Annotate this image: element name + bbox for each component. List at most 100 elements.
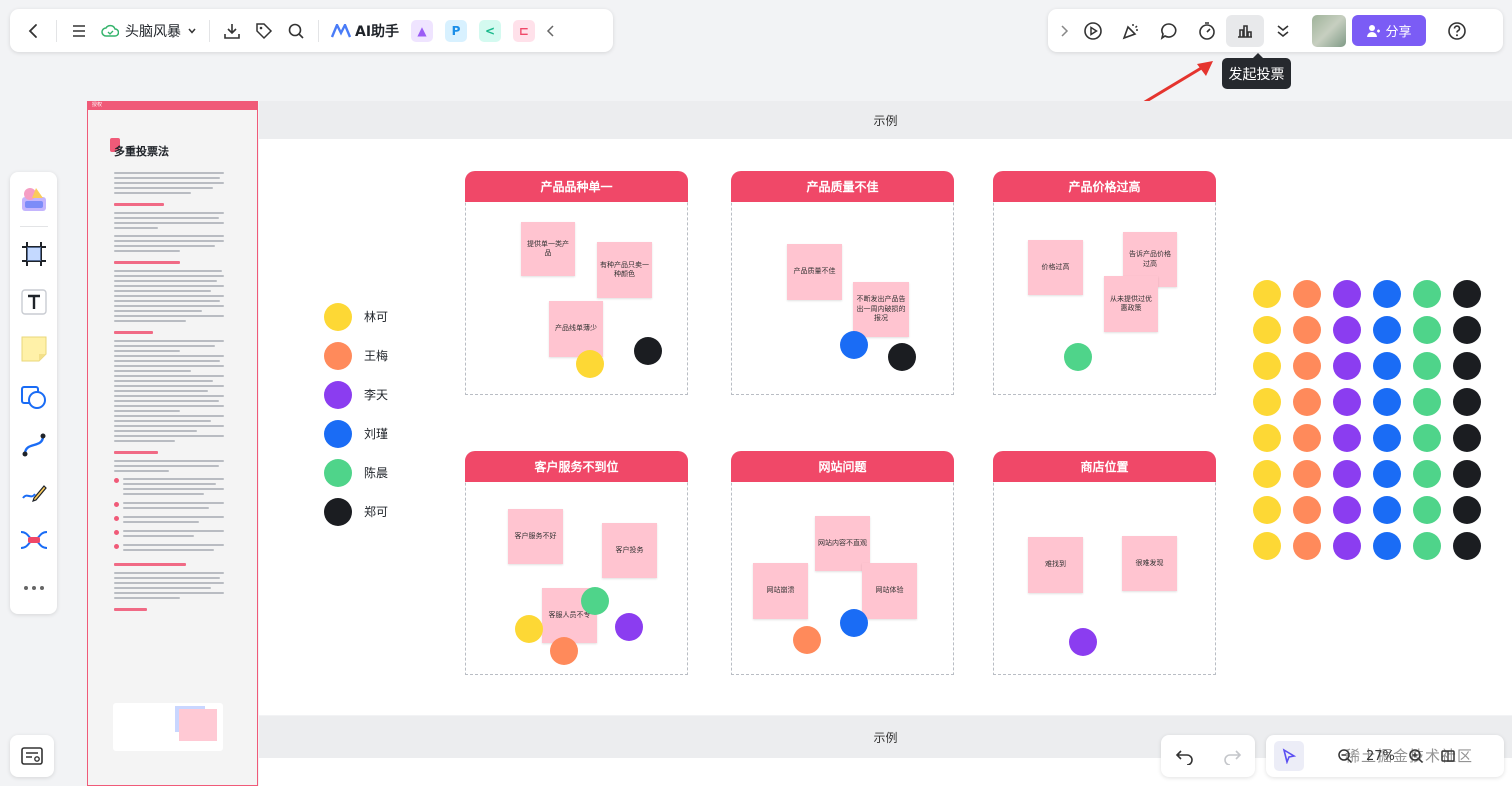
powerpoint-app-icon[interactable]: P [445, 19, 468, 42]
vote-dot[interactable] [634, 337, 662, 365]
document-panel[interactable]: 授权 多重投票法 [87, 101, 258, 786]
sticky-note[interactable]: 客户服务不好 [508, 509, 563, 564]
palette-vote-dot[interactable] [1453, 460, 1481, 488]
play-icon[interactable] [1074, 15, 1112, 47]
more-icon[interactable] [14, 566, 54, 609]
vote-dot[interactable] [840, 331, 868, 359]
palette-vote-dot[interactable] [1373, 424, 1401, 452]
vote-card[interactable]: 产品价格过高 价格过高 告诉产品价格过高 从未提供过优惠政策 [993, 171, 1216, 395]
palette-vote-dot[interactable] [1453, 280, 1481, 308]
palette-vote-dot[interactable] [1293, 280, 1321, 308]
zoom-out-icon[interactable] [1334, 740, 1356, 772]
vote-dot[interactable] [793, 626, 821, 654]
zoom-in-icon[interactable] [1405, 740, 1427, 772]
share-button[interactable]: 分享 [1352, 15, 1426, 46]
sticky-note[interactable]: 客户投务 [602, 523, 657, 578]
fit-screen-icon[interactable] [1437, 740, 1459, 772]
pen-tool-icon[interactable] [14, 471, 54, 514]
palette-vote-dot[interactable] [1333, 496, 1361, 524]
palette-vote-dot[interactable] [1373, 496, 1401, 524]
doc-title-dropdown[interactable]: 头脑风暴 [95, 21, 203, 41]
doc-template-card[interactable] [113, 703, 223, 751]
zoom-level[interactable]: 27% [1366, 748, 1395, 764]
palette-vote-dot[interactable] [1253, 496, 1281, 524]
minimap-icon[interactable] [10, 735, 54, 777]
palette-vote-dot[interactable] [1253, 352, 1281, 380]
palette-vote-dot[interactable] [1253, 280, 1281, 308]
ai-assistant-button[interactable]: AI助手 [325, 21, 405, 41]
legend-dot[interactable] [324, 380, 352, 409]
palette-vote-dot[interactable] [1333, 316, 1361, 344]
sticky-note[interactable]: 有种产品只卖一种颜色 [597, 242, 652, 298]
palette-vote-dot[interactable] [1413, 460, 1441, 488]
sticky-note[interactable]: 难找到 [1028, 537, 1083, 593]
legend-dot[interactable] [324, 458, 352, 487]
palette-vote-dot[interactable] [1293, 460, 1321, 488]
search-icon[interactable] [280, 15, 312, 47]
legend-dot[interactable] [324, 341, 352, 370]
palette-vote-dot[interactable] [1413, 280, 1441, 308]
vote-dot[interactable] [840, 609, 868, 637]
sticky-note[interactable]: 从未提供过优惠政策 [1104, 276, 1158, 332]
palette-vote-dot[interactable] [1453, 316, 1481, 344]
text-tool-icon[interactable] [14, 280, 54, 323]
expand-right-icon[interactable] [1054, 15, 1074, 47]
palette-vote-dot[interactable] [1413, 352, 1441, 380]
connector-tool-icon[interactable] [14, 423, 54, 466]
download-icon[interactable] [216, 15, 248, 47]
palette-vote-dot[interactable] [1453, 496, 1481, 524]
palette-vote-dot[interactable] [1453, 424, 1481, 452]
comment-icon[interactable] [1150, 15, 1188, 47]
vote-dot[interactable] [1069, 628, 1097, 656]
palette-vote-dot[interactable] [1373, 532, 1401, 560]
palette-vote-dot[interactable] [1293, 532, 1321, 560]
palette-vote-dot[interactable] [1293, 388, 1321, 416]
palette-vote-dot[interactable] [1253, 388, 1281, 416]
palette-vote-dot[interactable] [1413, 532, 1441, 560]
vote-dot[interactable] [576, 350, 604, 378]
palette-vote-dot[interactable] [1453, 388, 1481, 416]
palette-vote-dot[interactable] [1373, 280, 1401, 308]
sticky-note[interactable]: 网站内容不直观 [815, 516, 870, 571]
back-icon[interactable] [18, 15, 50, 47]
vote-icon[interactable] [1226, 14, 1264, 47]
redo-icon[interactable] [1216, 740, 1248, 772]
more-tools-icon[interactable] [1264, 15, 1302, 47]
legend-dot[interactable] [324, 302, 352, 331]
palette-vote-dot[interactable] [1333, 532, 1361, 560]
sticky-note[interactable]: 产品质量不佳 [787, 244, 842, 300]
palette-vote-dot[interactable] [1253, 532, 1281, 560]
palette-vote-dot[interactable] [1293, 496, 1321, 524]
sticky-note[interactable]: 不断发出产品告出一周内破损的报况 [853, 282, 909, 337]
celebrate-icon[interactable] [1112, 15, 1150, 47]
palette-vote-dot[interactable] [1293, 352, 1321, 380]
vote-card[interactable]: 产品品种单一 提供单一类产品 有种产品只卖一种颜色 产品线单薄少 [465, 171, 688, 395]
avatar[interactable] [1312, 14, 1346, 47]
palette-vote-dot[interactable] [1413, 424, 1441, 452]
palette-vote-dot[interactable] [1413, 388, 1441, 416]
palette-vote-dot[interactable] [1293, 316, 1321, 344]
flowchart-app-icon[interactable]: ⊏ [513, 19, 536, 42]
mindmap-tool-icon[interactable] [14, 519, 54, 562]
vote-dot[interactable] [1064, 343, 1092, 371]
collapse-left-icon[interactable] [541, 15, 561, 47]
legend-dot[interactable] [324, 497, 352, 526]
palette-vote-dot[interactable] [1333, 352, 1361, 380]
palette-vote-dot[interactable] [1333, 424, 1361, 452]
vote-dot[interactable] [615, 613, 643, 641]
templates-icon[interactable] [14, 178, 54, 221]
vote-dot[interactable] [581, 587, 609, 615]
tag-icon[interactable] [248, 15, 280, 47]
palette-vote-dot[interactable] [1453, 352, 1481, 380]
legend-dot[interactable] [324, 419, 352, 448]
palette-vote-dot[interactable] [1453, 532, 1481, 560]
vote-dot[interactable] [888, 343, 916, 371]
help-icon[interactable] [1438, 15, 1476, 47]
sticky-note[interactable]: 网站体验 [862, 563, 917, 619]
frame-tool-icon[interactable] [14, 233, 54, 276]
sticky-note[interactable]: 价格过高 [1028, 240, 1083, 295]
shape-tool-icon[interactable] [14, 376, 54, 419]
mindmap-app-icon[interactable]: < [479, 19, 502, 42]
palette-vote-dot[interactable] [1373, 316, 1401, 344]
palette-vote-dot[interactable] [1253, 424, 1281, 452]
